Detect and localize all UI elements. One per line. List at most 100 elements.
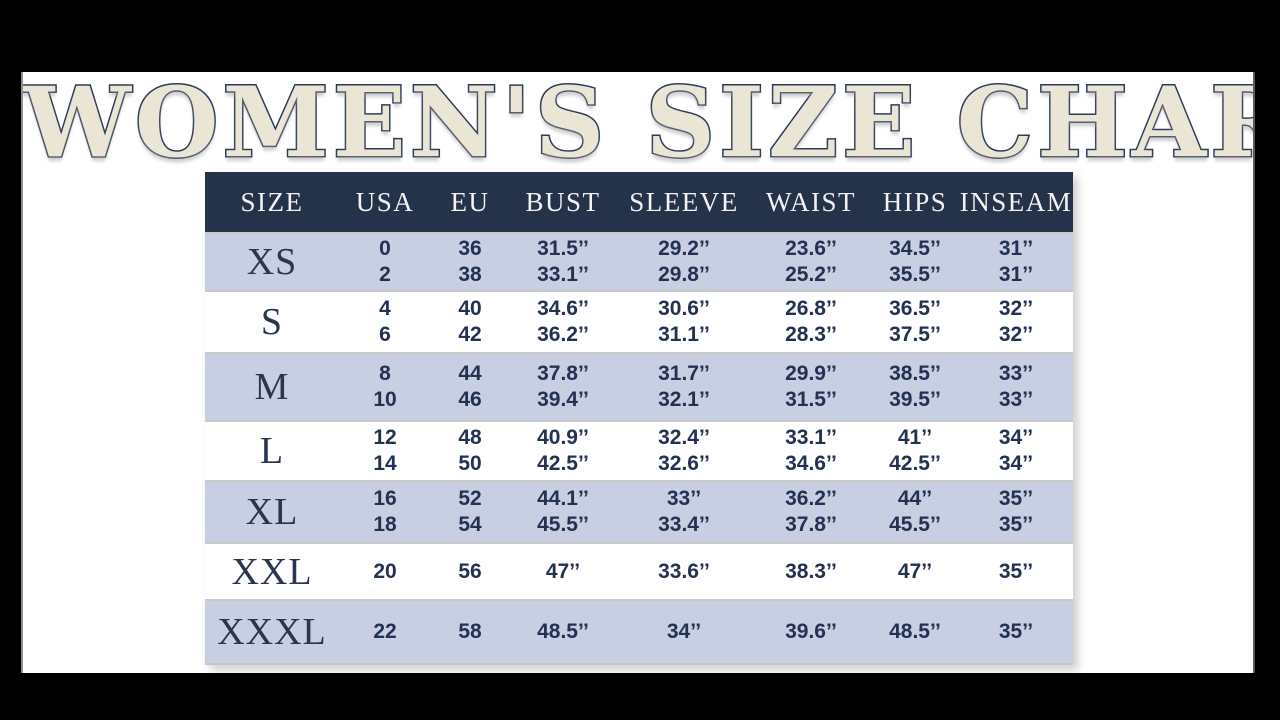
cell-bust: 47’’ (509, 544, 617, 599)
cell-value: 8 (379, 362, 391, 385)
cell-value: 31’’ (998, 237, 1034, 260)
chart-panel: WOMEN'S SIZE CHART SIZE USA EU BUST SLEE… (21, 72, 1255, 673)
cell-usa: 22 (339, 601, 431, 663)
cell-value: 46 (458, 388, 482, 411)
cell-value: 35’’ (998, 487, 1034, 510)
cell-eu: 58 (431, 601, 509, 663)
cell-value: 48.5’’ (889, 620, 941, 643)
header-usa: USA (355, 186, 415, 217)
size-label: XXL (231, 550, 313, 593)
cell-value: 31.1’’ (658, 323, 710, 346)
cell-value: 31.7’’ (658, 362, 710, 385)
cell-waist: 36.2’’ 37.8’’ (751, 482, 871, 542)
cell-inseam: 34’’ 34’’ (959, 422, 1073, 480)
cell-value: 18 (373, 513, 397, 536)
cell-eu: 36 38 (431, 234, 509, 290)
cell-value: 52 (458, 487, 482, 510)
cell-waist: 23.6’’ 25.2’’ (751, 234, 871, 290)
cell-value: 0 (379, 237, 391, 260)
cell-value: 36 (458, 237, 482, 260)
cell-value: 38 (458, 263, 482, 286)
cell-value: 32’’ (998, 323, 1034, 346)
cell-value: 31.5’’ (537, 237, 589, 260)
cell-value: 25.2’’ (785, 263, 837, 286)
cell-value: 39.4’’ (537, 388, 589, 411)
cell-hips: 44’’ 45.5’’ (871, 482, 959, 542)
cell-value: 58 (458, 620, 482, 643)
cell-inseam: 33’’ 33’’ (959, 354, 1073, 420)
cell-value: 44’’ (897, 487, 933, 510)
cell-value: 37.8’’ (537, 362, 589, 385)
cell-value: 33’’ (998, 388, 1034, 411)
cell-inseam: 32’’ 32’’ (959, 292, 1073, 352)
cell-sleeve: 33.6’’ (617, 544, 751, 599)
cell-sleeve: 34’’ (617, 601, 751, 663)
cell-hips: 38.5’’ 39.5’’ (871, 354, 959, 420)
cell-bust: 44.1’’ 45.5’’ (509, 482, 617, 542)
cell-hips: 41’’ 42.5’’ (871, 422, 959, 480)
cell-value: 34’’ (998, 426, 1034, 449)
size-label: XS (246, 241, 298, 283)
table-row-m: M 8 10 44 46 37.8’’ 39.4’’ 31.7’’ 32.1’’ 29.… (205, 352, 1073, 420)
cell-value: 36.2’’ (785, 487, 837, 510)
cell-value: 14 (373, 452, 397, 475)
cell-waist: 38.3’’ (751, 544, 871, 599)
cell-value: 48 (458, 426, 482, 449)
header-sleeve: SLEEVE (629, 186, 739, 217)
cell-value: 44 (458, 362, 482, 385)
header-size: SIZE (240, 186, 304, 217)
cell-value: 56 (458, 559, 482, 583)
size-label: S (260, 301, 284, 343)
cell-sleeve: 30.6’’ 31.1’’ (617, 292, 751, 352)
cell-value: 34.5’’ (889, 237, 941, 260)
cell-value: 40 (458, 297, 482, 320)
cell-value: 32’’ (998, 297, 1034, 320)
cell-value: 4 (379, 297, 391, 320)
cell-value: 35’’ (998, 513, 1034, 536)
size-chart-table: SIZE USA EU BUST SLEEVE WAIST HIPS INSEA… (205, 172, 1073, 665)
cell-value: 33’’ (666, 487, 702, 510)
cell-value: 47’’ (545, 559, 581, 583)
cell-bust: 34.6’’ 36.2’’ (509, 292, 617, 352)
cell-bust: 40.9’’ 42.5’’ (509, 422, 617, 480)
cell-value: 35.5’’ (889, 263, 941, 286)
cell-value: 35’’ (998, 620, 1034, 643)
cell-value: 22 (373, 620, 397, 643)
header-bust: BUST (525, 186, 601, 217)
cell-value: 54 (458, 513, 482, 536)
cell-value: 33.1’’ (537, 263, 589, 286)
cell-value: 45.5’’ (889, 513, 941, 536)
cell-value: 16 (373, 487, 397, 510)
cell-value: 31.5’’ (785, 388, 837, 411)
cell-value: 47’’ (897, 559, 933, 583)
cell-value: 36.5’’ (889, 297, 941, 320)
cell-value: 29.2’’ (658, 237, 710, 260)
cell-value: 38.3’’ (785, 559, 837, 583)
cell-value: 42.5’’ (537, 452, 589, 475)
cell-eu: 52 54 (431, 482, 509, 542)
cell-value: 48.5’’ (537, 620, 589, 643)
cell-value: 37.5’’ (889, 323, 941, 346)
cell-value: 29.8’’ (658, 263, 710, 286)
cell-value: 2 (379, 263, 391, 286)
page-title: WOMEN'S SIZE CHART (23, 72, 1255, 179)
cell-waist: 29.9’’ 31.5’’ (751, 354, 871, 420)
cell-value: 33.4’’ (658, 513, 710, 536)
cell-eu: 44 46 (431, 354, 509, 420)
cell-value: 34.6’’ (537, 297, 589, 320)
cell-value: 37.8’’ (785, 513, 837, 536)
cell-value: 12 (373, 426, 397, 449)
size-label: XXXL (217, 611, 327, 653)
size-label: M (254, 366, 290, 408)
cell-value: 39.6’’ (785, 620, 837, 643)
cell-value: 41’’ (897, 426, 933, 449)
cell-value: 39.5’’ (889, 388, 941, 411)
cell-hips: 36.5’’ 37.5’’ (871, 292, 959, 352)
cell-usa: 8 10 (339, 354, 431, 420)
cell-value: 42 (458, 323, 482, 346)
cell-eu: 40 42 (431, 292, 509, 352)
